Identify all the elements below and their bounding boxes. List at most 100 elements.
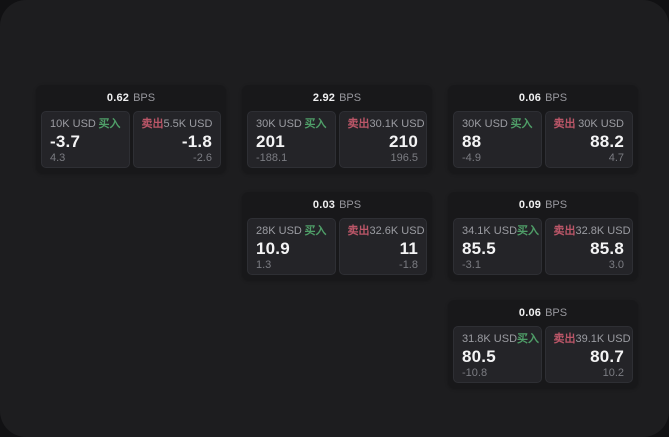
buy-panel-top: 10K USD 买入: [50, 118, 121, 131]
quote-panels: 30K USD 买入 88 -4.9 卖出 30K USD 88.2 4.7: [453, 111, 633, 168]
buy-label[interactable]: 买入: [98, 118, 121, 130]
buy-delta: -4.9: [462, 152, 481, 164]
sell-panel[interactable]: 卖出 30.1K USD 210 196.5: [338, 111, 427, 168]
buy-price: -3.7: [50, 132, 81, 151]
buy-panel[interactable]: 28K USD 买入 10.9 1.3: [247, 218, 336, 275]
sell-delta: -2.6: [193, 152, 212, 164]
buy-panel-top: 30K USD 买入: [256, 118, 327, 131]
spread-value: 2.92: [312, 92, 336, 104]
buy-price: 80.5: [462, 347, 496, 366]
sell-delta: 10.2: [602, 367, 624, 379]
sell-panel-top: 卖出 30.1K USD: [347, 118, 425, 131]
buy-panel[interactable]: 10K USD 买入 -3.7 4.3: [41, 111, 130, 168]
spread-header: 0.03 BPS: [247, 192, 427, 218]
quote-panels: 31.8K USD 买入 80.5 -10.8 卖出 39.1K USD 80.…: [453, 326, 633, 383]
spread-unit-label: BPS: [545, 199, 568, 211]
sell-panel-top: 卖出 5.5K USD: [142, 118, 213, 131]
sell-panel[interactable]: 卖出 39.1K USD 80.7 10.2: [544, 326, 633, 383]
sell-price: 85.8: [590, 239, 624, 258]
quote-card: 2.92 BPS 30K USD 买入 201 -188.1 卖出 30.1K …: [242, 85, 432, 173]
spread-header: 2.92 BPS: [247, 85, 427, 111]
sell-price: 88.2: [590, 132, 624, 151]
sell-label[interactable]: 卖出: [347, 225, 370, 237]
spread-header: 0.62 BPS: [41, 85, 221, 111]
sell-label[interactable]: 卖出: [141, 118, 164, 130]
buy-amount: 30K USD: [462, 118, 508, 130]
buy-delta: -10.8: [462, 367, 488, 379]
buy-delta: 4.3: [50, 152, 66, 164]
quote-card: 0.06 BPS 30K USD 买入 88 -4.9 卖出 30K USD 8…: [448, 85, 638, 173]
quote-card: 0.06 BPS 31.8K USD 买入 80.5 -10.8 卖出 39.1…: [448, 300, 638, 388]
sell-amount: 30.1K USD: [369, 118, 425, 130]
buy-amount: 30K USD: [256, 118, 302, 130]
sell-panel[interactable]: 卖出 30K USD 88.2 4.7: [544, 111, 633, 168]
spread-unit-label: BPS: [339, 199, 362, 211]
sell-panel-top: 卖出 32.6K USD: [347, 225, 425, 238]
buy-panel[interactable]: 30K USD 买入 88 -4.9: [453, 111, 542, 168]
spread-value: 0.62: [106, 92, 130, 104]
buy-panel-top: 28K USD 买入: [256, 225, 327, 238]
buy-amount: 28K USD: [256, 225, 302, 237]
sell-price: 80.7: [590, 347, 624, 366]
buy-amount: 31.8K USD: [462, 333, 518, 345]
spread-header: 0.06 BPS: [453, 85, 633, 111]
spread-unit-label: BPS: [545, 307, 568, 319]
sell-label[interactable]: 卖出: [553, 118, 576, 130]
buy-label[interactable]: 买入: [517, 333, 540, 345]
buy-delta: 1.3: [256, 259, 272, 271]
spread-value: 0.06: [518, 307, 542, 319]
buy-label[interactable]: 买入: [304, 118, 327, 130]
quote-panels: 30K USD 买入 201 -188.1 卖出 30.1K USD 210 1…: [247, 111, 427, 168]
sell-label[interactable]: 卖出: [553, 333, 576, 345]
spread-header: 0.06 BPS: [453, 300, 633, 326]
spread-unit-label: BPS: [133, 92, 156, 104]
buy-label[interactable]: 买入: [510, 118, 533, 130]
sell-price: 210: [389, 132, 418, 151]
sell-amount: 32.6K USD: [369, 225, 425, 237]
spread-header: 0.09 BPS: [453, 192, 633, 218]
sell-delta: 4.7: [608, 152, 624, 164]
buy-delta: -3.1: [462, 259, 481, 271]
sell-panel-top: 卖出 39.1K USD: [553, 333, 631, 346]
sell-panel-top: 卖出 32.8K USD: [553, 225, 631, 238]
buy-amount: 10K USD: [50, 118, 96, 130]
buy-panel-top: 30K USD 买入: [462, 118, 533, 131]
quote-panels: 34.1K USD 买入 85.5 -3.1 卖出 32.8K USD 85.8…: [453, 218, 633, 275]
buy-label[interactable]: 买入: [304, 225, 327, 237]
sell-delta: -1.8: [399, 259, 418, 271]
buy-price: 85.5: [462, 239, 496, 258]
quote-panels: 28K USD 买入 10.9 1.3 卖出 32.6K USD 11 -1.8: [247, 218, 427, 275]
spread-unit-label: BPS: [545, 92, 568, 104]
sell-amount: 32.8K USD: [575, 225, 631, 237]
quote-card: 0.09 BPS 34.1K USD 买入 85.5 -3.1 卖出 32.8K…: [448, 192, 638, 280]
quote-card: 0.03 BPS 28K USD 买入 10.9 1.3 卖出 32.6K US…: [242, 192, 432, 280]
buy-panel-top: 31.8K USD 买入: [462, 333, 539, 346]
sell-amount: 5.5K USD: [163, 118, 213, 130]
buy-price: 10.9: [256, 239, 290, 258]
spread-value: 0.03: [312, 199, 336, 211]
buy-label[interactable]: 买入: [517, 225, 540, 237]
sell-panel[interactable]: 卖出 5.5K USD -1.8 -2.6: [132, 111, 221, 168]
buy-panel-top: 34.1K USD 买入: [462, 225, 539, 238]
sell-label[interactable]: 卖出: [553, 225, 576, 237]
spread-value: 0.06: [518, 92, 542, 104]
buy-price: 201: [256, 132, 285, 151]
quote-panels: 10K USD 买入 -3.7 4.3 卖出 5.5K USD -1.8 -2.…: [41, 111, 221, 168]
sell-panel[interactable]: 卖出 32.8K USD 85.8 3.0: [544, 218, 633, 275]
sell-label[interactable]: 卖出: [347, 118, 370, 130]
spread-unit-label: BPS: [339, 92, 362, 104]
sell-panel[interactable]: 卖出 32.6K USD 11 -1.8: [338, 218, 427, 275]
quote-card: 0.62 BPS 10K USD 买入 -3.7 4.3 卖出 5.5K USD…: [36, 85, 226, 173]
spread-value: 0.09: [518, 199, 542, 211]
sell-delta: 196.5: [390, 152, 418, 164]
sell-panel-top: 卖出 30K USD: [554, 118, 625, 131]
sell-price: -1.8: [181, 132, 212, 151]
buy-panel[interactable]: 30K USD 买入 201 -188.1: [247, 111, 336, 168]
buy-delta: -188.1: [256, 152, 288, 164]
sell-amount: 30K USD: [578, 118, 624, 130]
buy-panel[interactable]: 31.8K USD 买入 80.5 -10.8: [453, 326, 542, 383]
buy-panel[interactable]: 34.1K USD 买入 85.5 -3.1: [453, 218, 542, 275]
buy-amount: 34.1K USD: [462, 225, 518, 237]
sell-price: 11: [399, 239, 418, 258]
